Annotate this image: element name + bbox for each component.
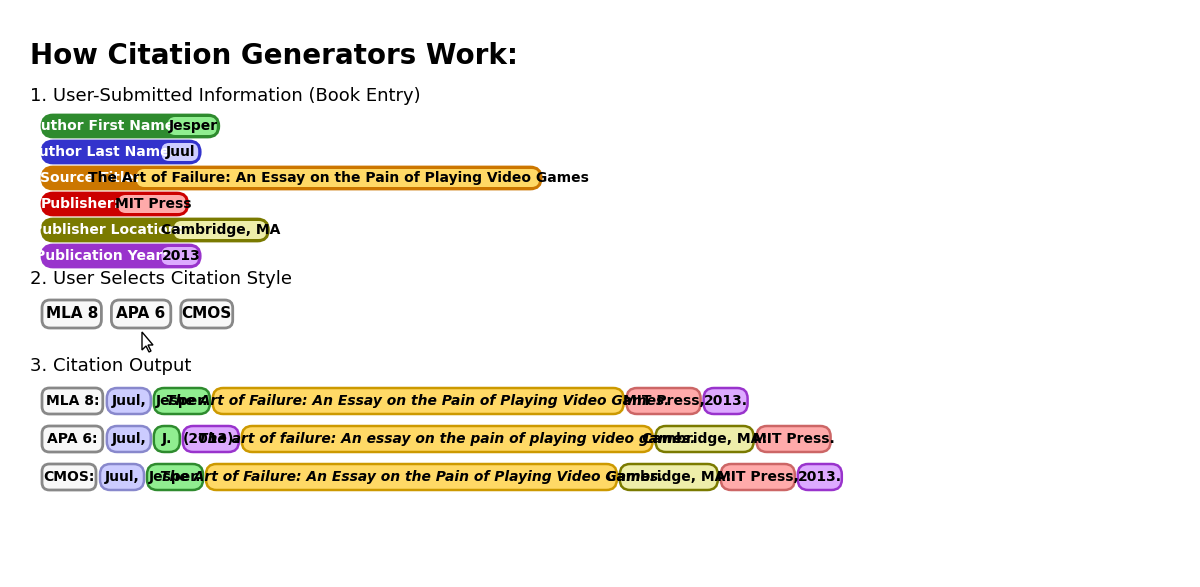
- FancyBboxPatch shape: [42, 245, 200, 267]
- Text: APA 6:: APA 6:: [47, 432, 97, 446]
- FancyBboxPatch shape: [212, 388, 624, 414]
- Text: The Art of Failure: An Essay on the Pain of Playing Video Games.: The Art of Failure: An Essay on the Pain…: [160, 470, 664, 484]
- Text: 2013: 2013: [162, 249, 200, 263]
- Text: CMOS: CMOS: [181, 306, 232, 322]
- Text: Publisher Location:: Publisher Location:: [32, 223, 184, 237]
- Text: Source Title:: Source Title:: [40, 171, 139, 185]
- Text: MLA 8:: MLA 8:: [46, 394, 100, 408]
- FancyBboxPatch shape: [721, 464, 794, 490]
- FancyBboxPatch shape: [148, 464, 203, 490]
- Text: Cambridge, MA:: Cambridge, MA:: [606, 470, 731, 484]
- FancyBboxPatch shape: [182, 426, 239, 452]
- Text: MIT Press: MIT Press: [115, 197, 191, 211]
- FancyBboxPatch shape: [154, 388, 210, 414]
- Text: Publication Year:: Publication Year:: [35, 249, 168, 263]
- Text: 2. User Selects Citation Style: 2. User Selects Citation Style: [30, 270, 292, 288]
- Text: The art of failure: An essay on the pain of playing video games.: The art of failure: An essay on the pain…: [198, 432, 696, 446]
- FancyBboxPatch shape: [42, 115, 218, 137]
- Text: The Art of Failure: An Essay on the Pain of Playing Video Games: The Art of Failure: An Essay on the Pain…: [89, 171, 589, 185]
- Text: (2013).: (2013).: [182, 432, 239, 446]
- FancyBboxPatch shape: [619, 464, 718, 490]
- FancyBboxPatch shape: [100, 464, 144, 490]
- Polygon shape: [142, 332, 154, 352]
- Text: MIT Press,: MIT Press,: [716, 470, 799, 484]
- FancyBboxPatch shape: [161, 247, 198, 265]
- Text: MLA 8: MLA 8: [46, 306, 98, 322]
- Text: Juul,: Juul,: [104, 470, 139, 484]
- FancyBboxPatch shape: [798, 464, 842, 490]
- FancyBboxPatch shape: [42, 300, 101, 328]
- Text: Cambridge, MA: Cambridge, MA: [162, 223, 281, 237]
- FancyBboxPatch shape: [42, 219, 269, 241]
- FancyBboxPatch shape: [118, 195, 186, 213]
- FancyBboxPatch shape: [42, 388, 103, 414]
- Text: Juul,: Juul,: [112, 432, 146, 446]
- FancyBboxPatch shape: [181, 300, 233, 328]
- FancyBboxPatch shape: [112, 300, 170, 328]
- FancyBboxPatch shape: [42, 141, 200, 163]
- Text: Jesper: Jesper: [169, 119, 217, 133]
- Text: How Citation Generators Work:: How Citation Generators Work:: [30, 42, 518, 70]
- FancyBboxPatch shape: [42, 464, 96, 490]
- Text: Publisher:: Publisher:: [41, 197, 120, 211]
- FancyBboxPatch shape: [42, 193, 188, 215]
- Text: 1. User-Submitted Information (Book Entry): 1. User-Submitted Information (Book Entr…: [30, 87, 421, 105]
- Text: Juul,: Juul,: [112, 394, 146, 408]
- Text: APA 6: APA 6: [116, 306, 166, 322]
- FancyBboxPatch shape: [626, 388, 701, 414]
- Text: J.: J.: [162, 432, 172, 446]
- Text: Author First Name:: Author First Name:: [30, 119, 180, 133]
- FancyBboxPatch shape: [703, 388, 748, 414]
- Text: Jesper.: Jesper.: [149, 470, 202, 484]
- Text: MIT Press,: MIT Press,: [623, 394, 704, 408]
- Text: Jesper.: Jesper.: [156, 394, 208, 408]
- FancyBboxPatch shape: [206, 464, 617, 490]
- FancyBboxPatch shape: [42, 426, 103, 452]
- FancyBboxPatch shape: [107, 388, 151, 414]
- FancyBboxPatch shape: [137, 169, 539, 187]
- FancyBboxPatch shape: [242, 426, 653, 452]
- Text: Author Last Name:: Author Last Name:: [28, 145, 175, 159]
- FancyBboxPatch shape: [107, 426, 151, 452]
- Text: 3. Citation Output: 3. Citation Output: [30, 357, 191, 375]
- FancyBboxPatch shape: [757, 426, 830, 452]
- Text: CMOS:: CMOS:: [43, 470, 95, 484]
- Text: 2013.: 2013.: [703, 394, 748, 408]
- Text: Juul: Juul: [166, 145, 196, 159]
- FancyBboxPatch shape: [174, 221, 266, 239]
- Text: 2013.: 2013.: [798, 470, 842, 484]
- Text: Cambridge, MA:: Cambridge, MA:: [642, 432, 767, 446]
- FancyBboxPatch shape: [168, 117, 217, 135]
- FancyBboxPatch shape: [154, 426, 180, 452]
- FancyBboxPatch shape: [161, 143, 198, 161]
- FancyBboxPatch shape: [655, 426, 754, 452]
- Text: The Art of Failure: An Essay on the Pain of Playing Video Games.: The Art of Failure: An Essay on the Pain…: [167, 394, 670, 408]
- FancyBboxPatch shape: [42, 167, 541, 189]
- Text: MIT Press.: MIT Press.: [752, 432, 834, 446]
